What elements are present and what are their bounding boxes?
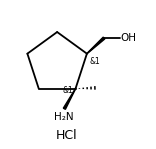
Text: &1: &1 (90, 57, 100, 66)
Text: HCl: HCl (55, 129, 77, 142)
Polygon shape (63, 89, 76, 109)
Polygon shape (87, 37, 105, 54)
Text: H₂N: H₂N (54, 112, 73, 122)
Text: &1: &1 (62, 86, 73, 95)
Text: OH: OH (121, 33, 137, 43)
